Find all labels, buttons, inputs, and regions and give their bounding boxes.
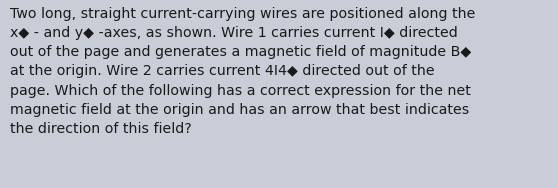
Text: Two long, straight current-carrying wires are positioned along the
x◆ - and y◆ -: Two long, straight current-carrying wire… [10,7,475,136]
